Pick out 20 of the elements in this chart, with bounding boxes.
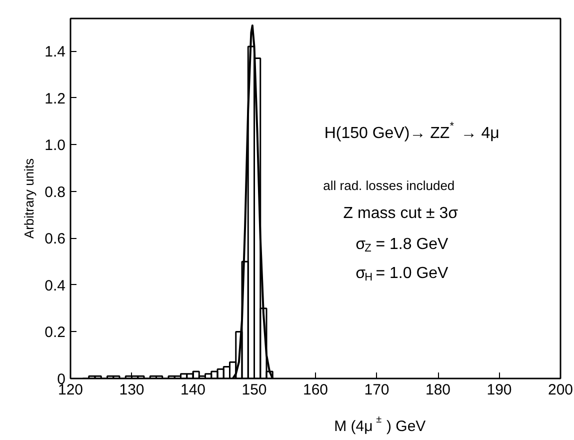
y-tick-label: 0.8 [44, 184, 66, 201]
x-tick-label: 180 [425, 382, 451, 398]
x-tick-label: 170 [364, 382, 390, 398]
x-tick-label: 150 [242, 382, 267, 398]
y-tick-label: 1.0 [44, 137, 66, 154]
y-axis-title: Arbitrary units [22, 158, 37, 239]
x-axis-title: M (4μ±) GeV [334, 414, 426, 435]
x-tick-label: 190 [486, 382, 512, 398]
y-tick-label: 0.4 [44, 277, 66, 294]
x-tick-label: 130 [119, 382, 144, 398]
y-tick-label: 1.4 [44, 44, 66, 61]
y-tick-label: 0.6 [44, 230, 66, 248]
y-tick-label: 1.2 [44, 90, 66, 108]
annotation: Z mass cut ± 3σ [343, 205, 458, 222]
x-tick-label: 200 [548, 382, 574, 398]
annotation: all rad. losses included [323, 178, 455, 193]
x-tick-label: 160 [302, 382, 328, 398]
y-tick-label: 0.2 [44, 324, 66, 342]
x-tick-label: 140 [180, 382, 206, 398]
annotation: H(150 GeV)→ ZZ*→ 4μ [324, 120, 500, 142]
